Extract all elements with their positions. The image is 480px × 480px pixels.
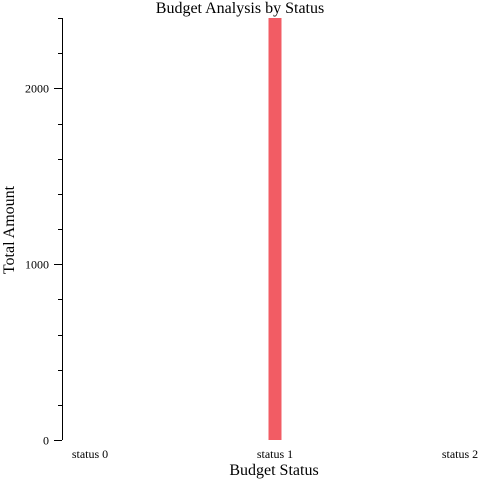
bars — [269, 18, 282, 440]
x-tick-label: status 1 — [257, 447, 293, 461]
chart-title: Budget Analysis by Status — [156, 0, 324, 17]
x-axis: status 0 status 1 status 2 — [72, 447, 478, 461]
y-axis-title: Total Amount — [1, 185, 18, 274]
x-tick-label: status 0 — [72, 447, 108, 461]
x-axis-title: Budget Status — [229, 462, 318, 479]
x-tick-label: status 2 — [442, 447, 478, 461]
y-axis: 0 1000 2000 — [25, 18, 63, 448]
y-tick-label: 1000 — [25, 258, 49, 272]
y-tick-label: 2000 — [25, 82, 49, 96]
bar-status-1 — [269, 18, 282, 440]
y-tick-label: 0 — [43, 434, 49, 448]
